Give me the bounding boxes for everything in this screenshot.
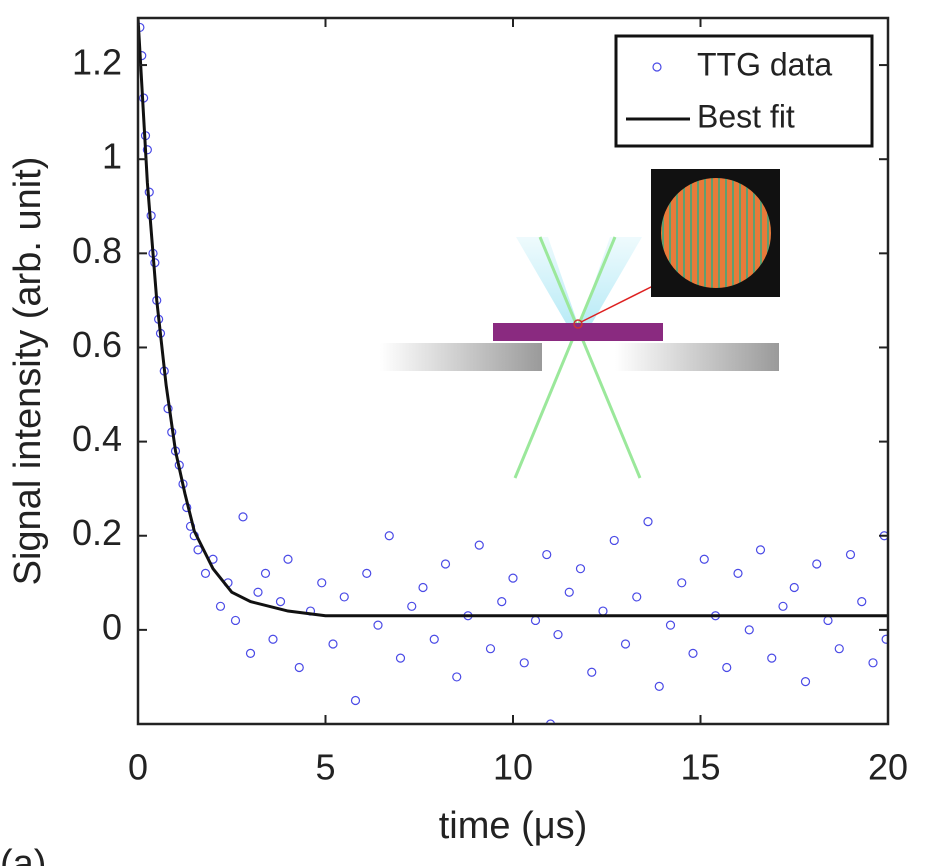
data-point bbox=[440, 559, 451, 569]
data-point bbox=[530, 615, 541, 626]
data-point bbox=[545, 719, 556, 724]
x-tick-label: 0 bbox=[128, 747, 148, 788]
x-tick-label: 10 bbox=[493, 747, 533, 788]
data-point bbox=[632, 592, 642, 602]
data-point bbox=[542, 549, 552, 560]
data-point bbox=[767, 653, 777, 663]
y-tick-label: 0.4 bbox=[72, 418, 122, 459]
data-point bbox=[665, 620, 676, 630]
x-axis-label: time (μs) bbox=[439, 805, 588, 847]
inset-schematic bbox=[380, 169, 780, 479]
y-tick-label: 1.2 bbox=[72, 42, 122, 83]
legend: TTG data Best fit bbox=[614, 34, 874, 148]
data-point bbox=[407, 601, 417, 611]
y-tick-label: 0 bbox=[102, 606, 122, 647]
data-point bbox=[395, 653, 406, 663]
data-point bbox=[598, 606, 608, 616]
legend-label: Best fit bbox=[697, 98, 795, 134]
data-point bbox=[339, 592, 349, 602]
data-point bbox=[200, 568, 211, 578]
y-tick-label: 0.6 bbox=[72, 324, 122, 365]
data-point bbox=[881, 634, 888, 644]
data-point bbox=[275, 597, 286, 607]
data-point bbox=[429, 634, 439, 644]
data-point bbox=[142, 145, 152, 155]
data-point bbox=[238, 512, 248, 522]
panel-label: (a) bbox=[0, 843, 46, 866]
legend-marker bbox=[652, 62, 662, 72]
data-point bbox=[744, 625, 754, 635]
y-tick-label: 0.2 bbox=[72, 512, 122, 553]
data-point bbox=[508, 573, 518, 583]
data-point bbox=[362, 568, 372, 578]
data-point bbox=[553, 629, 563, 640]
data-point bbox=[564, 587, 574, 597]
x-tick-label: 15 bbox=[680, 747, 720, 788]
data-point bbox=[519, 658, 529, 668]
data-point bbox=[677, 578, 687, 588]
data-point bbox=[778, 601, 788, 611]
data-point bbox=[474, 540, 484, 550]
data-point bbox=[722, 662, 732, 673]
data-point bbox=[868, 658, 878, 668]
data-point bbox=[688, 648, 698, 659]
data-point bbox=[245, 648, 256, 659]
data-point bbox=[857, 597, 867, 607]
data-point bbox=[418, 582, 428, 593]
data-point bbox=[755, 545, 766, 555]
data-point bbox=[620, 639, 631, 649]
data-point bbox=[575, 564, 586, 574]
data-point bbox=[497, 597, 507, 607]
data-point bbox=[294, 662, 304, 673]
data-point bbox=[260, 568, 271, 578]
data-point bbox=[328, 639, 338, 649]
data-point bbox=[834, 644, 844, 654]
data-point bbox=[800, 677, 811, 687]
data-point bbox=[733, 568, 743, 578]
data-point bbox=[609, 535, 619, 546]
x-tick-label: 5 bbox=[315, 747, 335, 788]
data-point bbox=[823, 615, 833, 626]
data-point bbox=[643, 517, 653, 527]
data-point bbox=[268, 634, 278, 644]
data-point bbox=[384, 531, 394, 541]
data-point bbox=[845, 549, 856, 560]
y-axis-label: Signal intensity (arb. unit) bbox=[7, 157, 49, 586]
legend-label: TTG data bbox=[697, 46, 832, 82]
data-point bbox=[485, 644, 496, 654]
y-tick-label: 1 bbox=[102, 136, 122, 177]
data-point bbox=[654, 681, 664, 691]
y-tick-label: 0.8 bbox=[72, 230, 122, 271]
data-point bbox=[373, 620, 383, 630]
data-point bbox=[452, 672, 462, 682]
data-point bbox=[283, 554, 293, 564]
data-point bbox=[350, 695, 361, 706]
data-point bbox=[230, 615, 241, 626]
data-point bbox=[215, 601, 226, 611]
fit-line bbox=[138, 18, 888, 618]
data-point bbox=[699, 554, 709, 564]
x-tick-label: 20 bbox=[868, 747, 908, 788]
data-point bbox=[789, 582, 799, 593]
data-point bbox=[812, 559, 822, 569]
data-point bbox=[587, 667, 597, 677]
data-point bbox=[317, 578, 327, 588]
data-point bbox=[253, 587, 263, 597]
